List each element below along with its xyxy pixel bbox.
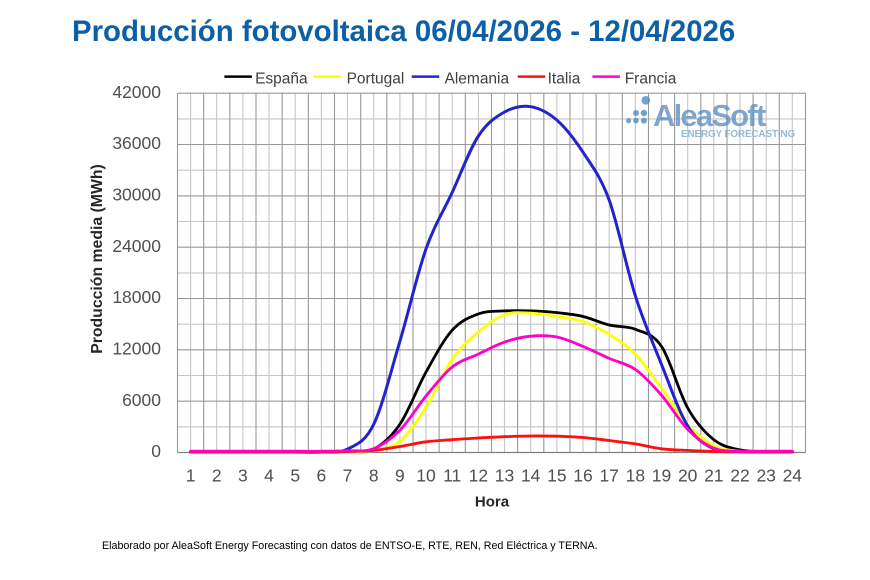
svg-text:España: España [255,71,308,88]
svg-text:9: 9 [395,466,405,486]
svg-text:24000: 24000 [112,236,161,256]
svg-text:24: 24 [783,466,803,486]
svg-text:36000: 36000 [112,133,161,153]
svg-text:11: 11 [443,466,461,486]
svg-text:42000: 42000 [112,82,161,102]
svg-text:1: 1 [186,466,196,486]
svg-text:AleaSoft: AleaSoft [653,98,766,133]
svg-text:15: 15 [547,466,566,486]
svg-text:30000: 30000 [112,185,161,205]
svg-text:14: 14 [521,466,541,486]
svg-text:2: 2 [212,466,222,486]
svg-text:13: 13 [495,466,514,486]
svg-text:22: 22 [730,466,749,486]
svg-text:Producción media (MWh): Producción media (MWh) [89,164,106,354]
svg-text:12000: 12000 [112,339,161,359]
svg-text:16: 16 [573,466,592,486]
svg-text:17: 17 [599,466,618,486]
svg-text:6000: 6000 [122,390,161,410]
svg-text:ENERGY FORECASTING: ENERGY FORECASTING [681,129,795,140]
svg-text:Alemania: Alemania [445,71,510,88]
svg-text:0: 0 [151,441,161,461]
svg-text:5: 5 [290,466,300,486]
svg-text:6: 6 [317,466,327,486]
svg-text:4: 4 [264,466,274,486]
svg-text:7: 7 [343,466,353,486]
svg-text:21: 21 [704,466,723,486]
svg-text:Portugal: Portugal [347,71,405,88]
svg-text:20: 20 [678,466,698,486]
svg-text:18000: 18000 [112,287,161,307]
svg-text:10: 10 [416,466,436,486]
svg-text:12: 12 [469,466,488,486]
svg-text:23: 23 [756,466,775,486]
svg-text:19: 19 [652,466,671,486]
svg-text:8: 8 [369,466,379,486]
svg-text:Francia: Francia [625,71,677,88]
svg-text:18: 18 [626,466,645,486]
svg-text:3: 3 [238,466,248,486]
svg-text:Italia: Italia [548,71,581,88]
svg-text:Hora: Hora [475,494,510,511]
